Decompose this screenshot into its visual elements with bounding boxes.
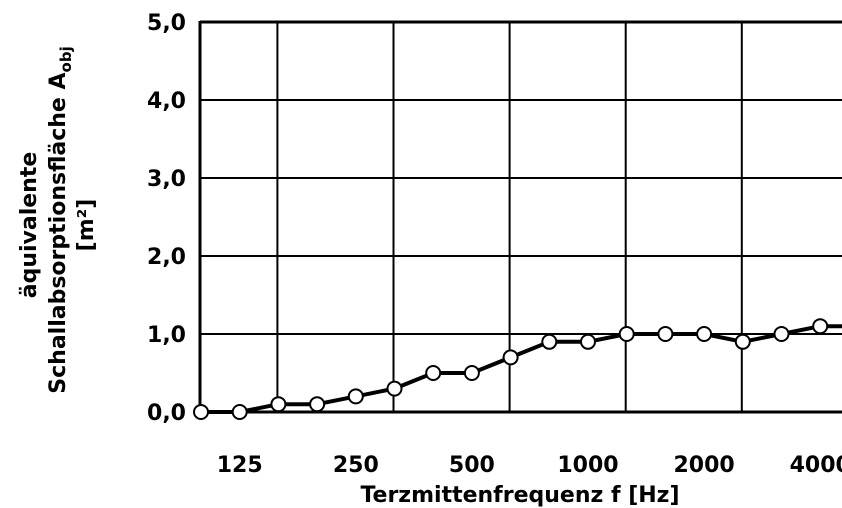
- data-point: [231, 404, 248, 420]
- data-point: [425, 365, 442, 381]
- y-tick-labels: 0,0 1,0 2,0 3,0 4,0 5,0: [147, 11, 186, 426]
- x-tick-labels: 125 250 500 1000 2000 4000: [217, 453, 842, 478]
- x-tick-label: 1000: [557, 453, 618, 478]
- y-axis-title-main: Schallabsorptionsfläche A: [46, 72, 71, 393]
- data-point: [696, 326, 713, 342]
- data-point: [347, 388, 364, 405]
- data-point: [580, 333, 596, 350]
- y-tick-label: 5,0: [147, 11, 186, 36]
- data-point: [463, 365, 480, 381]
- data-point: [270, 396, 287, 413]
- grid: [200, 22, 842, 412]
- x-axis-title: Terzmittenfrequenz f [Hz]: [360, 483, 679, 508]
- x-tick-label: 125: [217, 453, 263, 478]
- y-tick-label: 3,0: [147, 167, 186, 192]
- data-point: [309, 396, 326, 413]
- y-tick-label: 2,0: [147, 245, 186, 270]
- data-point: [657, 326, 674, 342]
- y-axis-title-line-2: Schallabsorptionsfläche Aobj: [46, 46, 75, 393]
- y-tick-label: 0,0: [147, 401, 186, 426]
- data-point: [193, 404, 209, 420]
- data-point: [618, 326, 635, 342]
- x-tick-label: 2000: [673, 453, 734, 478]
- y-tick-label: 1,0: [147, 323, 186, 348]
- y-axis-title: äquivalente Schallabsorptionsfläche Aobj…: [17, 46, 99, 393]
- x-tick-label: 500: [449, 453, 495, 478]
- data-point: [502, 349, 519, 366]
- data-point: [734, 333, 751, 350]
- data-point: [773, 326, 790, 342]
- x-tick-label: 250: [333, 453, 379, 478]
- y-tick-label: 4,0: [147, 89, 186, 114]
- data-point: [812, 318, 829, 335]
- data-markers: [193, 318, 829, 420]
- y-axis-title-subscript: obj: [57, 46, 75, 72]
- y-axis-title-line-1: äquivalente: [17, 152, 42, 299]
- plot-frame: [198, 20, 842, 414]
- data-point: [541, 333, 558, 350]
- data-point: [386, 380, 403, 397]
- x-tick-label: 4000: [790, 453, 842, 478]
- y-axis-title-line-3: [m²]: [74, 199, 99, 252]
